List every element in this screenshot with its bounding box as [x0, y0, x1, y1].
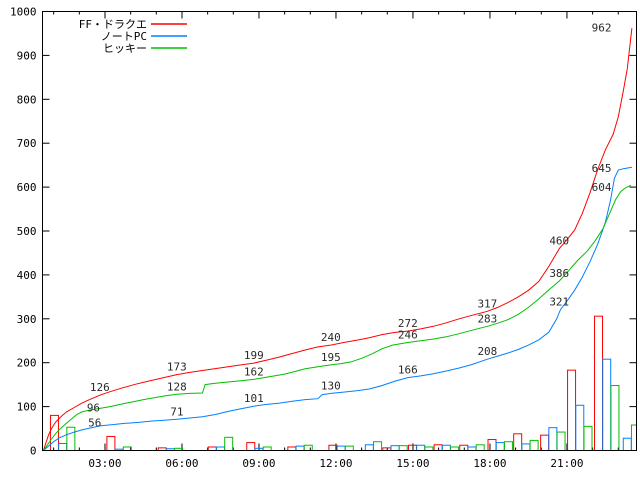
- x-tick-label: 09:00: [242, 457, 275, 470]
- y-tick-label: 800: [17, 93, 37, 106]
- value-label-series-2: 604: [592, 181, 612, 194]
- x-tick-label: 18:00: [473, 457, 506, 470]
- value-label-series-2: 128: [167, 380, 187, 393]
- value-label-series-0: 272: [398, 317, 418, 330]
- y-tick-label: 200: [17, 357, 37, 370]
- y-tick-label: 400: [17, 269, 37, 282]
- value-label-series-0: 199: [244, 349, 264, 362]
- y-tick-label: 0: [30, 445, 37, 458]
- value-label-series-1: 645: [592, 162, 612, 175]
- legend-label-1: ノートPC: [101, 30, 147, 43]
- y-tick-label: 500: [17, 225, 37, 238]
- value-label-series-1: 101: [244, 392, 264, 405]
- value-label-series-2: 246: [398, 329, 418, 342]
- plot-frame: [42, 11, 637, 451]
- y-tick-label: 1000: [10, 6, 37, 19]
- y-tick-label: 300: [17, 313, 37, 326]
- value-label-series-2: 386: [549, 267, 569, 280]
- axis-tick-labels: 0 100 200 300 400 500 600 700 800 900 1000 03:00 06:…: [10, 6, 584, 471]
- x-tick-label: 21:00: [550, 457, 583, 470]
- value-label-series-2: 96: [87, 401, 100, 414]
- y-tick-label: 700: [17, 137, 37, 150]
- value-label-series-1: 321: [549, 296, 569, 309]
- value-label-series-0: 126: [90, 381, 110, 394]
- x-tick-label: 03:00: [88, 457, 121, 470]
- value-label-series-1: 71: [170, 405, 183, 418]
- legend-label-2: ヒッキー: [103, 42, 147, 55]
- value-label-series-2: 162: [244, 365, 264, 378]
- x-tick-label: 06:00: [165, 457, 198, 470]
- y-tick-label: 600: [17, 181, 37, 194]
- series-line-0: [42, 28, 633, 451]
- series-line-2: [42, 184, 632, 451]
- value-label-series-0: 240: [321, 331, 341, 344]
- value-label-series-1: 208: [477, 345, 497, 358]
- x-tick-label: 12:00: [319, 457, 352, 470]
- value-label-series-1: 130: [321, 379, 341, 392]
- value-label-series-2: 195: [321, 351, 341, 364]
- value-label-series-0: 962: [592, 22, 612, 35]
- x-tick-label: 15:00: [396, 457, 429, 470]
- value-label-series-0: 460: [549, 235, 569, 248]
- y-tick-label: 900: [17, 49, 37, 62]
- legend-label-0: FF・ドラクエ: [79, 18, 147, 31]
- value-label-series-0: 173: [167, 361, 187, 374]
- point-value-labels: 126 173 199 240 272 317 460 962 56 71 101 130 166 208…: [87, 22, 612, 430]
- y-tick-label: 100: [17, 401, 37, 414]
- value-label-series-2: 283: [477, 312, 497, 325]
- series-line-1: [43, 166, 632, 451]
- value-label-series-0: 317: [477, 297, 497, 310]
- value-label-series-1: 166: [398, 364, 418, 377]
- value-label-series-1: 56: [88, 416, 101, 429]
